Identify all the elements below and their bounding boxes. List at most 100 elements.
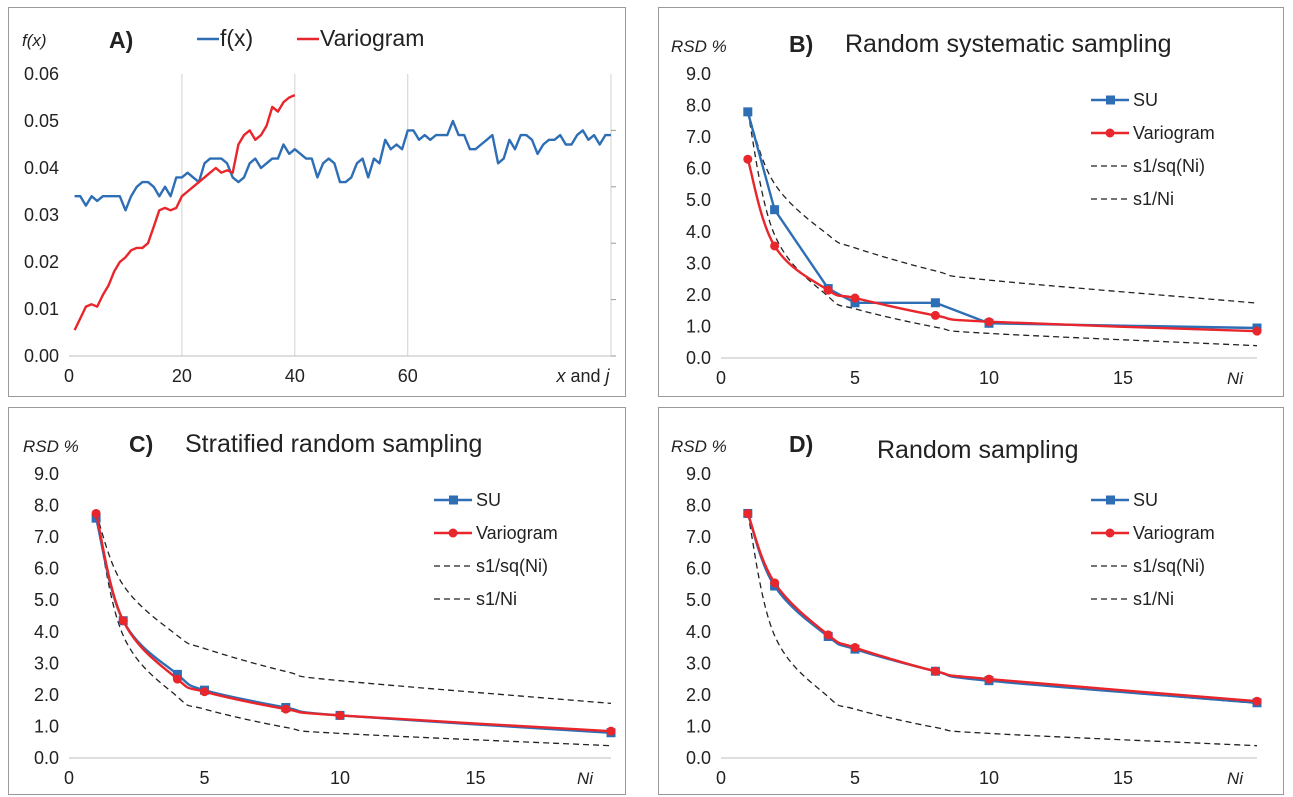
legend-label: SU [1133,90,1158,110]
y-tick-label: 5.0 [34,590,59,610]
y-tick-label: 3.0 [686,653,711,673]
y-tick-label: 0.06 [24,64,59,84]
legend-label: SU [1133,490,1158,510]
x-tick-label: 40 [285,366,305,386]
legend-marker [449,529,458,538]
x-tick-label: 10 [979,368,999,388]
legend-label: s1/Ni [1133,189,1174,209]
data-point-variogram [173,675,182,684]
series-line-s1-ni [748,112,1257,346]
y-tick-label: 0.0 [686,348,711,368]
y-tick-label: 1.0 [686,316,711,336]
y-tick-label: 4.0 [34,622,59,642]
y-tick-label: 3.0 [34,653,59,673]
legend-marker [1106,496,1115,505]
legend-label: SU [476,490,501,510]
y-tick-label: 0.05 [24,111,59,131]
panel-b: 0.0 1.0 2.0 3.0 4.0 5.0 6.0 7.0 8.0 9.0 0 5 10 15 RSD … [658,7,1284,397]
y-tick-label: 2.0 [686,685,711,705]
data-point-variogram [1253,697,1262,706]
y-tick-label: 8.0 [34,496,59,516]
legend-label: Variogram [476,523,558,543]
chart-title: Random systematic sampling [845,30,1172,58]
data-point-variogram [743,155,752,164]
series-line-f-x [75,121,611,210]
chart-title: Stratified random sampling [185,430,482,458]
x-tick-label: 0 [64,768,74,788]
series-line-su [96,518,611,733]
x-tick-label: 5 [850,368,860,388]
y-tick-label: 8.0 [686,96,711,116]
y-tick-label: 7.0 [34,527,59,547]
data-point-variogram [824,630,833,639]
y-tick-label: 9.0 [686,64,711,84]
y-tick-label: 5.0 [686,590,711,610]
data-point-variogram [851,643,860,652]
legend-label: s1/Ni [476,589,517,609]
panel-label: A) [109,27,133,53]
y-tick-label: 1.0 [34,716,59,736]
y-tick-label: 2.0 [686,285,711,305]
data-point-variogram [119,616,128,625]
x-tick-label: 0 [64,366,74,386]
y-tick-label: 6.0 [686,559,711,579]
panel-label: D) [789,431,813,457]
series-line-variogram [96,513,611,731]
legend-label: s1/sq(Ni) [476,556,548,576]
panel-c: 0.0 1.0 2.0 3.0 4.0 5.0 6.0 7.0 8.0 9.0 0 5 10 15 RSD … [8,407,626,795]
y-axis-label: RSD % [23,437,79,456]
data-point-variogram [743,509,752,518]
legend-label: Variogram [320,25,424,51]
y-tick-label: 0.0 [686,748,711,768]
legend-marker [1106,129,1115,138]
y-axis-label: f(x) [22,31,47,50]
series-line-s1-ni [748,513,1257,745]
y-tick-label: 8.0 [686,496,711,516]
legend-label: s1/sq(Ni) [1133,156,1205,176]
panel-d: 0.0 1.0 2.0 3.0 4.0 5.0 6.0 7.0 8.0 9.0 0 5 10 15 RSD … [658,407,1284,795]
x-axis-label: Ni [577,769,594,788]
y-tick-label: 4.0 [686,622,711,642]
data-point-variogram [607,727,616,736]
data-point-variogram [92,509,101,518]
x-tick-label: 0 [716,768,726,788]
data-point-variogram [851,294,860,303]
x-tick-label: 20 [172,366,192,386]
panel-a: 0.00 0.01 0.02 0.03 0.04 0.05 0.06 0 20 40 60 f(x) x… [8,7,626,397]
data-point-variogram [770,578,779,587]
x-axis-label: Ni [1227,369,1244,388]
y-tick-label: 4.0 [686,222,711,242]
y-tick-label: 0.04 [24,158,59,178]
data-point-variogram [770,241,779,250]
legend-label: s1/sq(Ni) [1133,556,1205,576]
y-tick-label: 0.0 [34,748,59,768]
y-tick-label: 0.01 [24,299,59,319]
data-point-su [931,298,940,307]
x-tick-label: 5 [850,768,860,788]
y-tick-label: 0.03 [24,205,59,225]
x-axis-label: x and j [555,366,610,386]
data-point-variogram [824,286,833,295]
data-point-variogram [985,675,994,684]
legend-marker [1106,529,1115,538]
chart-a-svg: 0.00 0.01 0.02 0.03 0.04 0.05 0.06 0 20 40 60 f(x) x… [9,8,627,398]
y-axis-label: RSD % [671,437,727,456]
x-tick-label: 5 [199,768,209,788]
y-tick-label: 0.02 [24,252,59,272]
y-tick-label: 2.0 [34,685,59,705]
series-line-s1-ni [96,513,611,745]
chart-title: Random sampling [877,436,1079,464]
data-point-variogram [336,711,345,720]
y-tick-label: 3.0 [686,253,711,273]
x-tick-label: 0 [716,368,726,388]
x-axis-label: Ni [1227,769,1244,788]
x-tick-label: 15 [1113,368,1133,388]
y-tick-label: 6.0 [34,559,59,579]
series-line-variogram [75,95,295,330]
y-tick-label: 9.0 [686,464,711,484]
series-line-su [748,112,1257,328]
y-tick-label: 0.00 [24,346,59,366]
x-tick-label: 15 [1113,768,1133,788]
legend-label: f(x) [220,25,253,51]
x-tick-label: 10 [979,768,999,788]
